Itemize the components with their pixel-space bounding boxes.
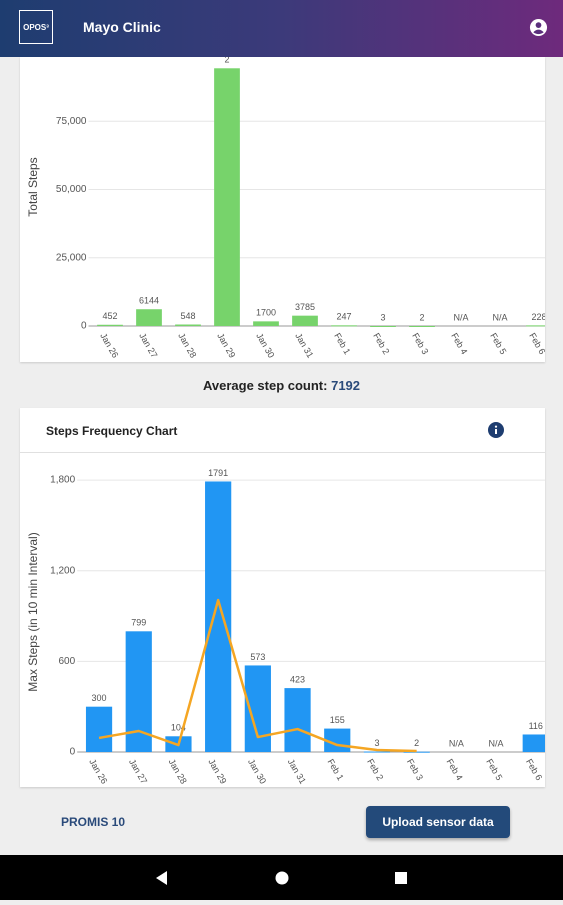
y-tick-label: 0: [81, 321, 87, 332]
account-icon[interactable]: [529, 18, 548, 37]
x-tick-label: Jan 30: [246, 757, 268, 785]
value-label: 228: [531, 312, 545, 322]
back-button[interactable]: [156, 871, 167, 885]
bar: [284, 688, 311, 752]
promis-link[interactable]: PROMIS 10: [61, 815, 126, 829]
bar: [403, 751, 430, 753]
value-label: 452: [102, 311, 117, 321]
bar: [97, 324, 123, 326]
x-tick-label: Feb 4: [445, 757, 465, 782]
value-label: 300: [92, 693, 107, 703]
frequency-card: Steps Frequency Chart 0 600 1,200 1,800 Max …: [20, 408, 545, 787]
recents-button[interactable]: [395, 872, 407, 884]
bar: [214, 68, 240, 327]
value-label: 2: [414, 738, 419, 748]
x-tick-label: Jan 31: [286, 757, 308, 785]
x-tick-label: Jan 31: [293, 331, 315, 359]
x-tick-label: Feb 5: [488, 331, 508, 356]
value-label: 3785: [295, 302, 315, 312]
y-tick-label: 1,800: [50, 475, 75, 486]
x-tick-label: Jan 28: [176, 331, 198, 359]
y-axis-title: Max Steps (in 10 min Interval): [26, 532, 40, 691]
value-label: N/A: [453, 312, 468, 322]
value-label: 104: [171, 723, 186, 733]
bar: [526, 325, 545, 327]
x-tick-label: Jan 30: [254, 331, 276, 359]
app-title: Mayo Clinic: [83, 19, 161, 35]
app-bar: OPOS³ Mayo Clinic: [0, 0, 563, 57]
logo[interactable]: OPOS³: [19, 10, 53, 44]
value-label: 155: [330, 715, 345, 725]
average-value: 7192: [331, 378, 361, 393]
annotation: 2: [224, 57, 229, 65]
value-label: 6144: [139, 296, 159, 306]
value-label: 2: [419, 312, 424, 322]
value-label: 1791: [208, 468, 228, 478]
x-tick-label: Jan 27: [127, 757, 149, 785]
steps-card: 0 25,000 50,000 75,000 Total Steps Jan 26 Jan …: [20, 57, 545, 362]
y-tick-label: 25,000: [56, 252, 87, 263]
x-tick-label: Feb 6: [527, 331, 545, 356]
value-label: 548: [180, 311, 195, 321]
value-label: 116: [529, 721, 543, 731]
bar: [205, 481, 232, 752]
bar: [363, 751, 391, 753]
upload-button[interactable]: Upload sensor data: [366, 806, 510, 838]
bar: [136, 309, 162, 326]
y-tick-label: 50,000: [56, 184, 87, 195]
x-tick-label: Feb 3: [410, 331, 430, 356]
x-tick-label: Jan 26: [98, 331, 120, 359]
line: [99, 600, 536, 751]
nav-icons: [156, 871, 407, 885]
value-label: 247: [336, 312, 351, 322]
average-label: Average step count:: [202, 378, 328, 393]
bar: [370, 325, 396, 327]
average-row: Average step count: 7192: [0, 378, 563, 393]
x-tick-label: Jan 26: [87, 757, 109, 785]
x-tick-label: Jan 29: [206, 757, 228, 785]
value-label: 799: [131, 618, 146, 628]
chart: 0 600 1,200 1,800 Max Steps (in 10 min Inter…: [26, 468, 545, 786]
x-tick-label: Feb 3: [405, 757, 425, 782]
value-label: 3: [374, 738, 379, 748]
x-tick-label: Feb 2: [371, 331, 391, 356]
value-label: N/A: [492, 312, 507, 322]
card-header: Steps Frequency Chart: [20, 408, 545, 453]
bar: [522, 734, 545, 752]
bar: [292, 315, 318, 326]
y-tick-label: 75,000: [56, 116, 87, 127]
x-tick-label: Feb 4: [449, 331, 469, 356]
y-tick-label: 1,200: [50, 565, 75, 576]
x-tick-label: Feb 1: [332, 331, 352, 356]
bar: [409, 325, 435, 327]
y-tick-label: 0: [70, 747, 76, 758]
y-axis-title: Total Steps: [26, 157, 40, 216]
bar: [253, 321, 279, 326]
value-label: N/A: [449, 738, 464, 748]
nav-bar: [0, 855, 563, 900]
chart-title: Steps Frequency Chart: [46, 424, 178, 438]
bar: [331, 325, 357, 327]
info-icon[interactable]: [488, 422, 504, 438]
x-tick-label: Feb 2: [365, 757, 385, 782]
x-tick-label: Feb 6: [524, 757, 544, 782]
y-tick-label: 600: [59, 656, 76, 667]
value-label: 423: [290, 674, 305, 684]
value-label: N/A: [489, 738, 504, 748]
value-label: 573: [250, 652, 265, 662]
x-tick-label: Jan 27: [137, 331, 159, 359]
home-button[interactable]: [275, 871, 289, 885]
x-tick-label: Feb 5: [484, 757, 504, 782]
x-tick-label: Feb 1: [325, 757, 345, 782]
bar: [85, 706, 113, 752]
bar: [175, 324, 201, 326]
x-tick-label: Jan 29: [215, 331, 237, 359]
value-label: 1700: [256, 308, 276, 318]
value-label: 3: [380, 312, 385, 322]
x-tick-label: Jan 28: [167, 757, 189, 785]
chart: 0 25,000 50,000 75,000 Total Steps Jan 26 Jan …: [26, 57, 545, 360]
